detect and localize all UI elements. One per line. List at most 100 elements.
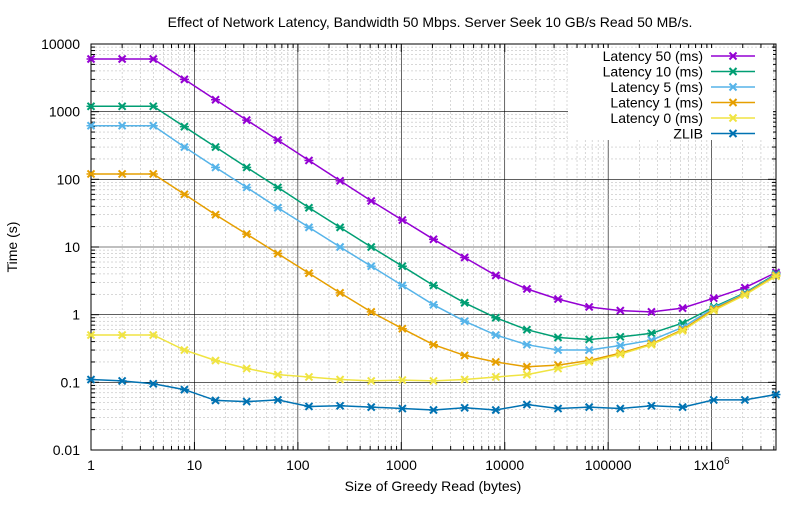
data-point (273, 370, 283, 379)
data-point (771, 390, 781, 399)
data-point (709, 395, 719, 405)
legend-item: ZLIB (673, 126, 755, 142)
data-point (709, 294, 719, 303)
y-tick-label: 0.01 (53, 442, 80, 458)
data-point (273, 183, 283, 192)
data-point (273, 135, 283, 145)
data-point (460, 317, 470, 326)
data-point (522, 400, 532, 409)
data-point (335, 242, 345, 252)
data-point (615, 404, 625, 413)
data-point (553, 404, 563, 413)
data-point (273, 203, 283, 212)
x-tick-label: 100 (286, 457, 310, 473)
y-tick-label: 0.1 (61, 374, 81, 390)
legend-label: Latency 10 (ms) (603, 64, 703, 80)
data-point (615, 350, 625, 359)
data-point (740, 395, 750, 405)
x-tick-label: 1 (87, 457, 95, 473)
legend-marker (728, 67, 738, 76)
legend-marker (728, 113, 738, 123)
x-tick-label: 10000 (485, 457, 524, 473)
data-point (211, 210, 221, 219)
data-point (584, 357, 594, 367)
data-point (397, 404, 407, 413)
data-point (117, 54, 127, 64)
data-point (304, 402, 314, 411)
y-tick-label: 100 (57, 171, 81, 187)
legend-box (568, 48, 773, 140)
data-point (211, 142, 221, 152)
data-point (148, 102, 158, 111)
data-point (491, 357, 501, 367)
data-point (273, 249, 283, 258)
legend-label: Latency 5 (ms) (610, 79, 703, 95)
data-point (148, 121, 158, 130)
series-latency-5-ms (86, 121, 781, 355)
data-point (335, 288, 345, 298)
data-point (522, 362, 532, 371)
data-point (86, 121, 96, 130)
data-point (304, 223, 314, 232)
y-axis-label: Time (s) (4, 222, 20, 273)
x-tick-label: 1x106 (694, 456, 730, 473)
data-point (615, 306, 625, 315)
data-point (86, 102, 96, 111)
data-point (553, 345, 563, 355)
data-point (366, 196, 376, 206)
series-zlib (86, 375, 781, 415)
data-point (179, 75, 189, 84)
data-point (273, 395, 283, 405)
data-point (460, 403, 470, 413)
data-point (179, 142, 189, 152)
data-point (429, 405, 438, 415)
legend-item: Latency 10 (ms) (603, 64, 755, 80)
data-point (460, 298, 470, 307)
data-point (335, 375, 345, 384)
axes: 1 10 100 1000 10000 100000 1x106 0.01 0.1 1 10 100 1… (41, 36, 776, 473)
y-tick-label: 10 (64, 239, 80, 255)
data-point (335, 401, 345, 411)
data-point (366, 402, 376, 412)
data-point (740, 290, 750, 300)
x-tick-label: 1000 (386, 457, 417, 473)
data-point (584, 335, 594, 344)
data-point (491, 405, 501, 415)
data-point (304, 156, 314, 165)
data-point (242, 163, 252, 172)
data-point (117, 376, 127, 386)
data-point (553, 294, 563, 304)
legend-marker (728, 129, 738, 138)
legend-item: Latency 1 (ms) (610, 95, 755, 111)
data-point (429, 376, 438, 386)
series-line (91, 173, 777, 368)
legend-marker (728, 51, 738, 61)
data-point (179, 345, 189, 355)
data-point (429, 235, 438, 244)
data-point (771, 272, 781, 281)
data-point (584, 345, 594, 355)
data-point (553, 364, 563, 373)
data-point (709, 306, 719, 315)
data-point (522, 325, 532, 334)
data-point (678, 402, 688, 412)
data-point (460, 351, 470, 360)
x-tick-label: 100000 (585, 457, 632, 473)
series-line (91, 275, 777, 382)
data-point (584, 302, 594, 312)
x-axis-label: Size of Greedy Read (bytes) (345, 478, 522, 494)
data-point (86, 169, 96, 179)
data-point (211, 163, 221, 172)
data-point (491, 330, 501, 340)
data-point (460, 253, 470, 262)
data-point (429, 340, 438, 349)
y-tick-label: 1 (72, 307, 80, 323)
data-point (148, 169, 158, 179)
data-point (429, 300, 438, 309)
legend-label: ZLIB (673, 126, 703, 142)
data-point (179, 190, 189, 199)
data-point (678, 303, 688, 313)
data-point (584, 402, 594, 412)
data-point (397, 215, 407, 225)
